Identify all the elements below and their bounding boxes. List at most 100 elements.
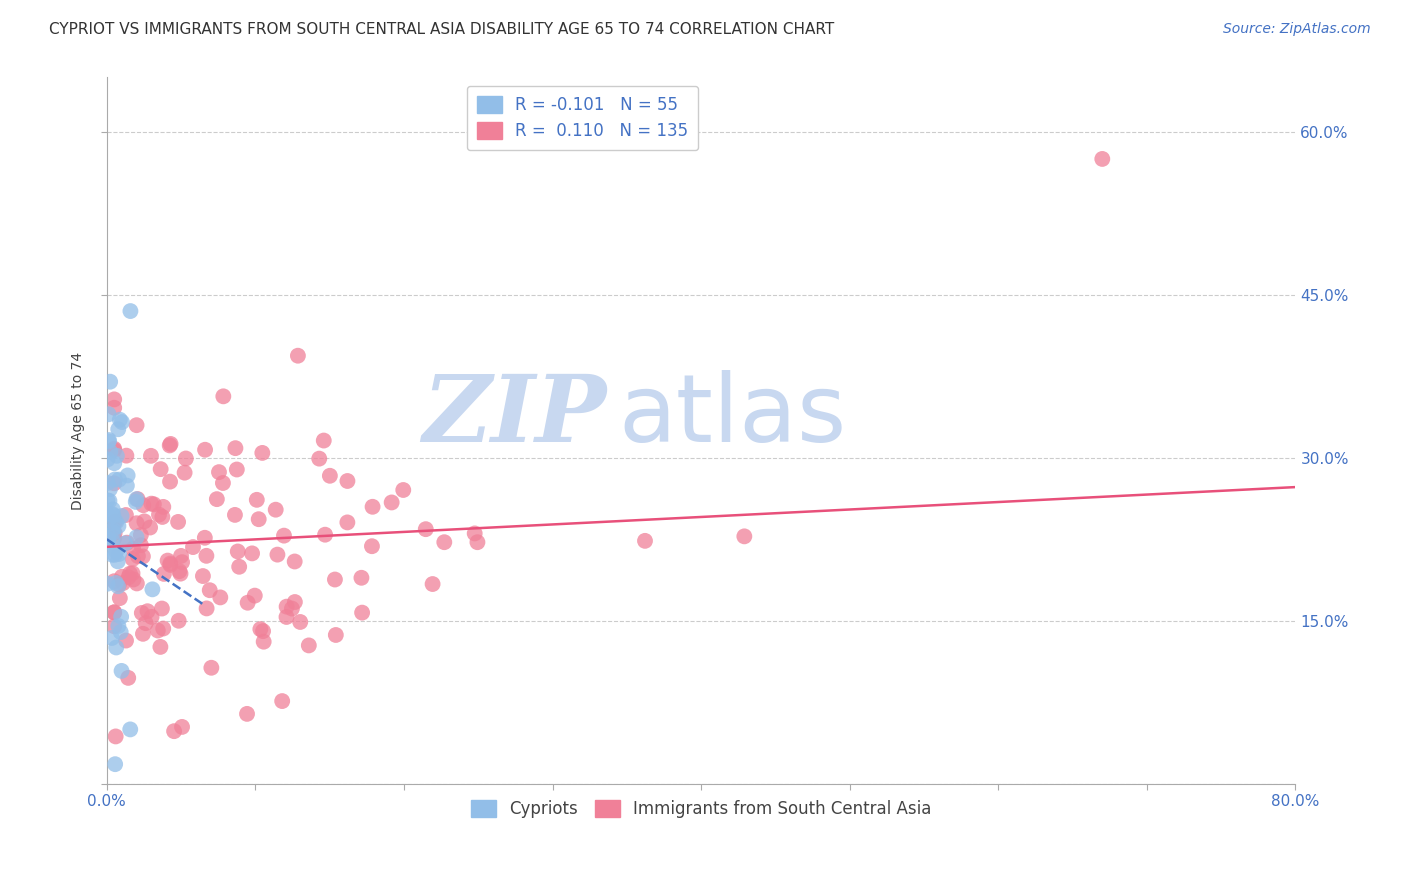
- Point: [108, 473, 131, 487]
- Point: [252, 446, 274, 460]
- Point: [104, 757, 127, 772]
- Point: [96, 493, 118, 508]
- Point: [110, 625, 132, 640]
- Point: [129, 538, 152, 552]
- Point: [240, 546, 263, 560]
- Point: [167, 614, 190, 628]
- Point: [104, 548, 127, 562]
- Point: [287, 349, 309, 363]
- Point: [97, 528, 120, 542]
- Point: [98, 482, 121, 496]
- Point: [249, 622, 271, 636]
- Point: [247, 512, 270, 526]
- Point: [336, 516, 359, 530]
- Point: [111, 570, 134, 584]
- Point: [97, 475, 120, 490]
- Point: [103, 476, 125, 491]
- Point: [236, 596, 259, 610]
- Point: [129, 528, 152, 542]
- Point: [105, 640, 128, 655]
- Point: [323, 573, 346, 587]
- Point: [156, 553, 179, 567]
- Text: Source: ZipAtlas.com: Source: ZipAtlas.com: [1223, 22, 1371, 37]
- Point: [273, 528, 295, 542]
- Point: [110, 664, 132, 678]
- Point: [101, 533, 124, 548]
- Point: [104, 515, 127, 529]
- Point: [173, 466, 195, 480]
- Point: [104, 576, 127, 591]
- Point: [108, 547, 131, 561]
- Point: [308, 451, 330, 466]
- Point: [117, 570, 139, 584]
- Point: [191, 569, 214, 583]
- Point: [152, 500, 174, 514]
- Point: [634, 533, 657, 548]
- Point: [103, 525, 125, 540]
- Point: [212, 475, 235, 490]
- Point: [107, 554, 129, 568]
- Point: [101, 548, 124, 562]
- Point: [276, 610, 298, 624]
- Point: [115, 633, 138, 648]
- Point: [195, 549, 218, 563]
- Point: [120, 723, 142, 737]
- Point: [198, 583, 221, 598]
- Point: [103, 516, 125, 530]
- Point: [733, 529, 755, 543]
- Point: [336, 474, 359, 488]
- Point: [208, 465, 231, 479]
- Point: [281, 601, 304, 615]
- Point: [392, 483, 415, 497]
- Point: [163, 724, 186, 739]
- Point: [194, 531, 217, 545]
- Point: [205, 492, 228, 507]
- Point: [115, 478, 138, 492]
- Point: [125, 530, 148, 544]
- Point: [139, 449, 162, 463]
- Point: [101, 502, 124, 516]
- Point: [142, 497, 165, 511]
- Point: [212, 389, 235, 403]
- Point: [125, 492, 148, 507]
- Point: [107, 579, 129, 593]
- Point: [103, 456, 125, 470]
- Point: [361, 539, 384, 553]
- Point: [433, 535, 456, 549]
- Point: [319, 468, 342, 483]
- Point: [467, 535, 489, 549]
- Point: [314, 527, 336, 541]
- Point: [141, 582, 163, 597]
- Point: [122, 541, 145, 556]
- Point: [181, 540, 204, 554]
- Point: [125, 576, 148, 591]
- Point: [121, 566, 143, 581]
- Point: [350, 571, 373, 585]
- Point: [117, 671, 139, 685]
- Point: [194, 442, 217, 457]
- Point: [228, 559, 250, 574]
- Point: [103, 443, 125, 458]
- Point: [101, 507, 124, 521]
- Point: [111, 415, 134, 429]
- Point: [103, 442, 125, 456]
- Point: [174, 451, 197, 466]
- Point: [325, 628, 347, 642]
- Point: [298, 639, 321, 653]
- Point: [98, 375, 121, 389]
- Point: [110, 609, 132, 624]
- Text: CYPRIOT VS IMMIGRANTS FROM SOUTH CENTRAL ASIA DISABILITY AGE 65 TO 74 CORRELATIO: CYPRIOT VS IMMIGRANTS FROM SOUTH CENTRAL…: [49, 22, 834, 37]
- Point: [276, 599, 298, 614]
- Text: atlas: atlas: [617, 370, 846, 462]
- Point: [104, 525, 127, 540]
- Point: [103, 605, 125, 619]
- Point: [121, 552, 143, 566]
- Point: [103, 401, 125, 415]
- Point: [115, 508, 138, 522]
- Point: [107, 422, 129, 436]
- Point: [120, 304, 142, 318]
- Point: [97, 535, 120, 549]
- Point: [271, 694, 294, 708]
- Point: [224, 441, 246, 455]
- Point: [125, 516, 148, 531]
